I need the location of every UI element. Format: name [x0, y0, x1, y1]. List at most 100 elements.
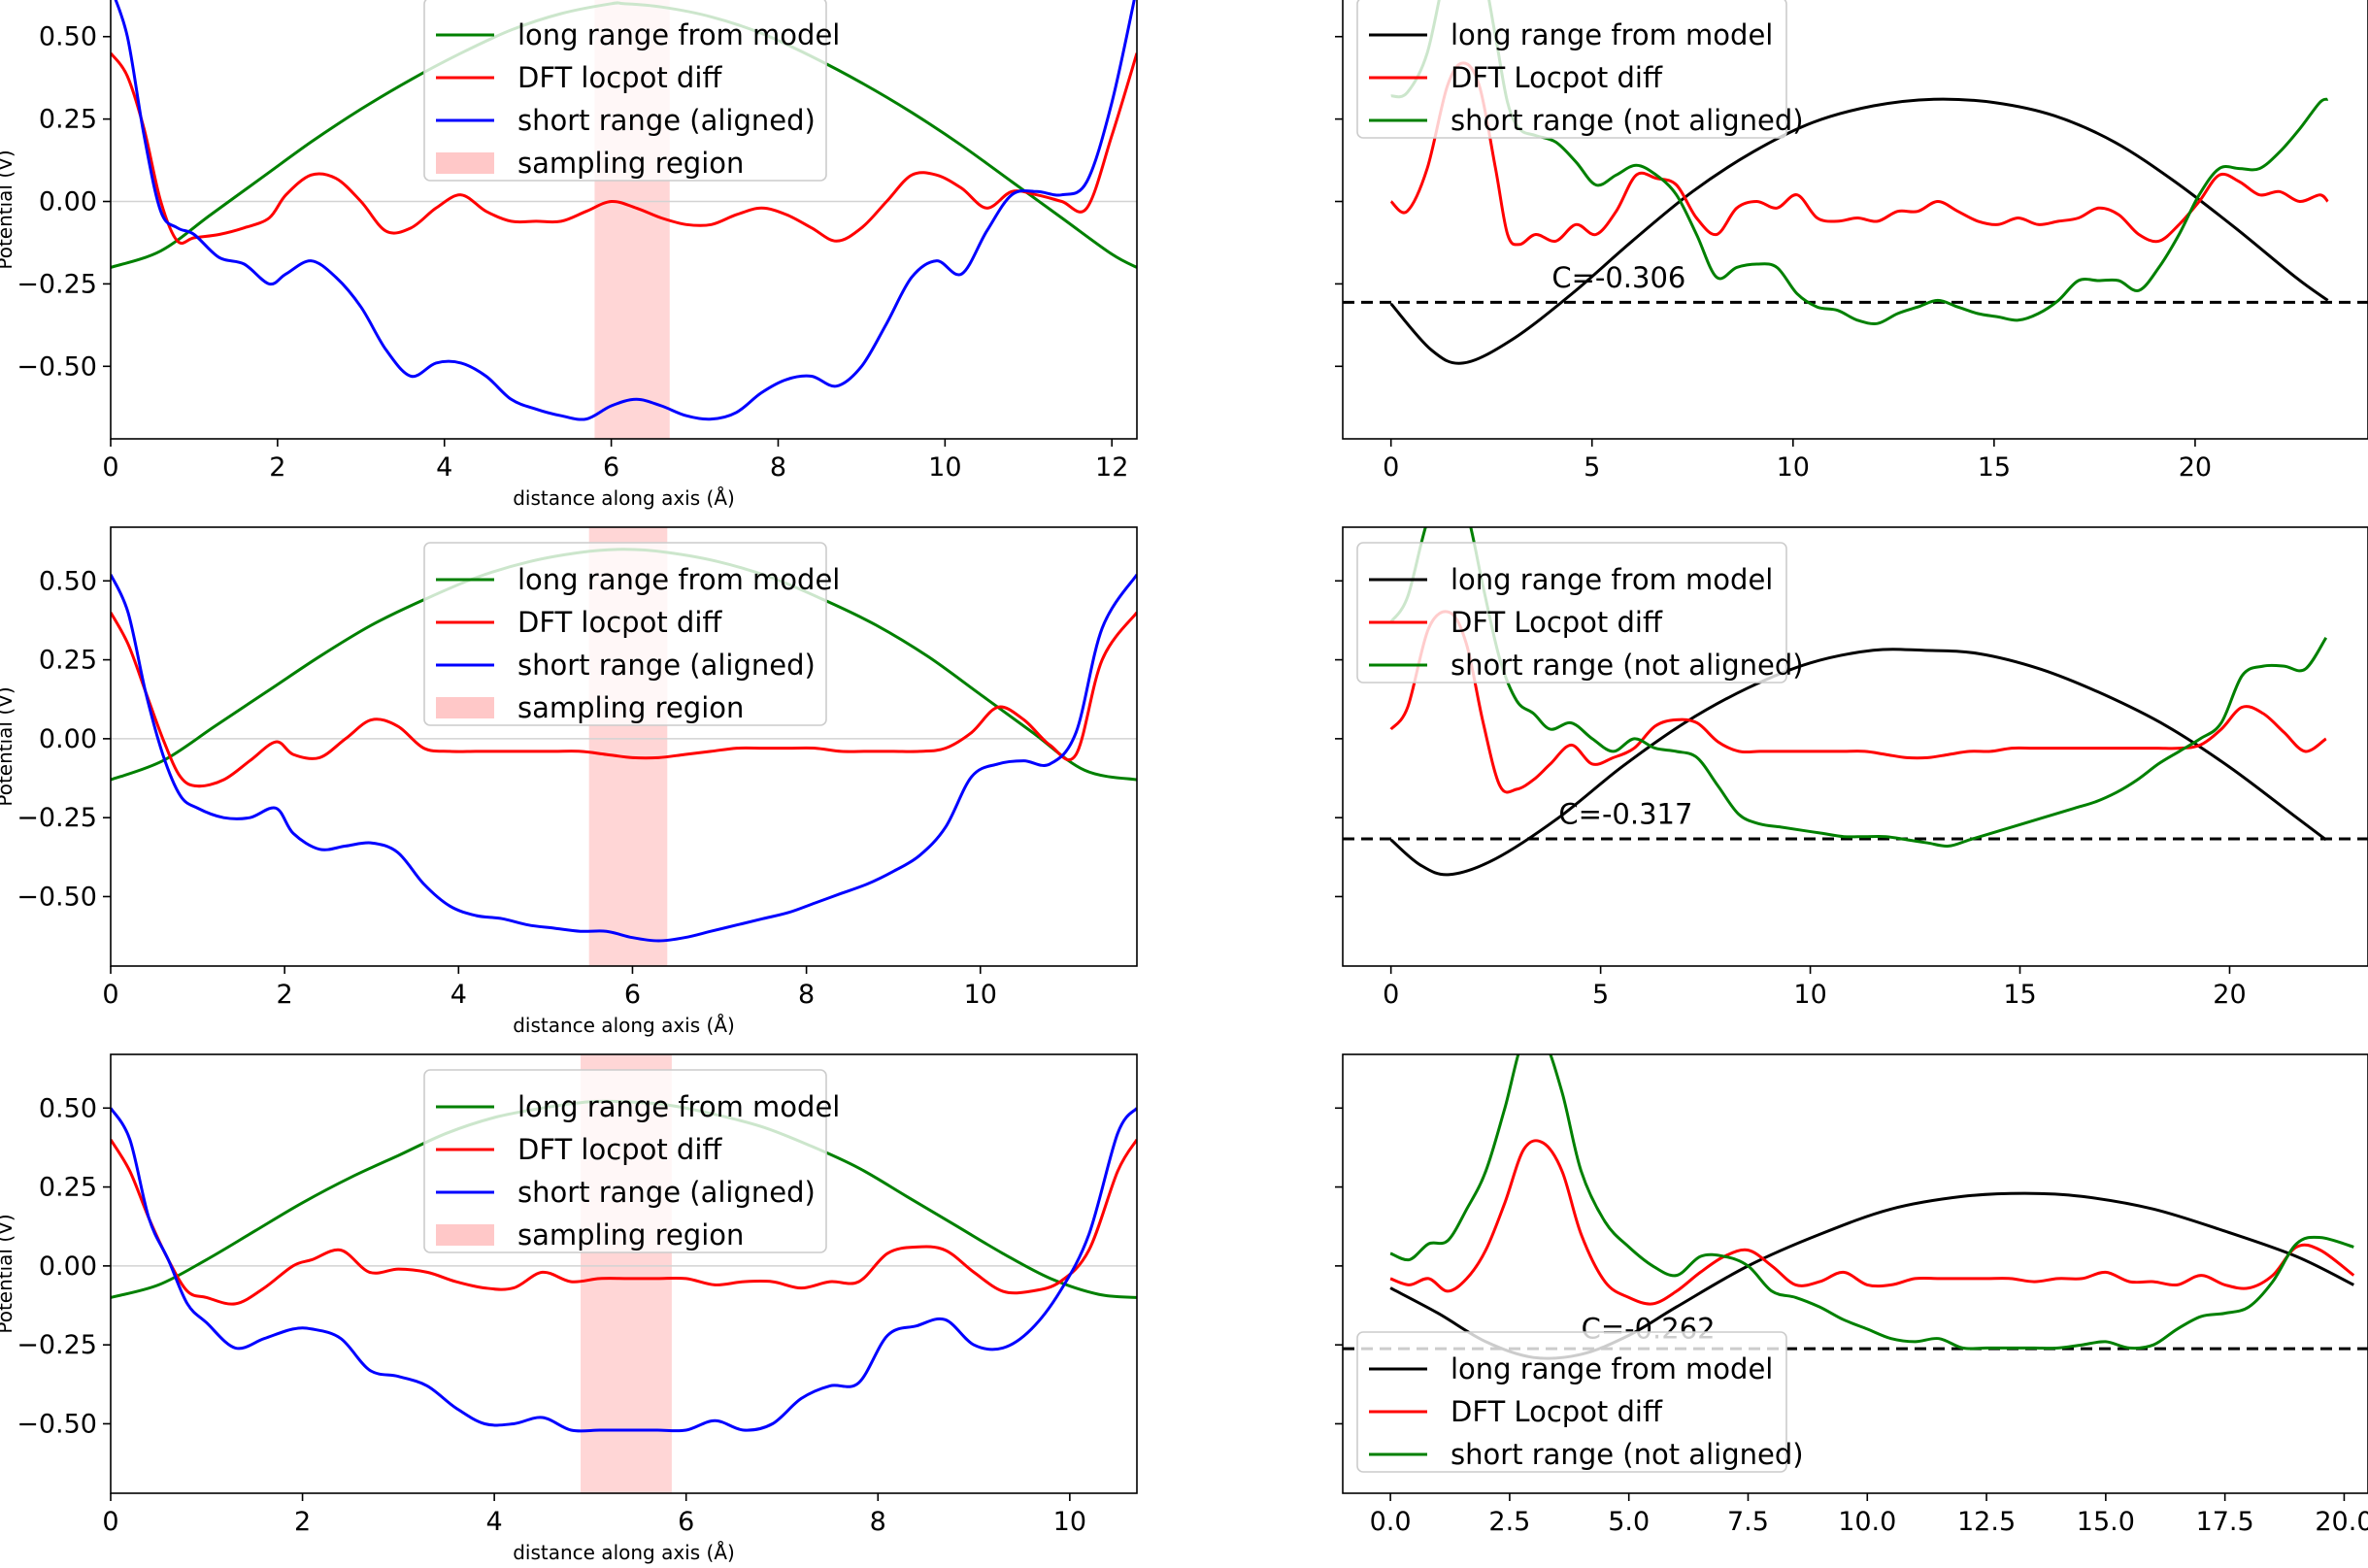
x-tick-label: 15: [1978, 452, 2011, 483]
legend-label: DFT locpot diff: [517, 1133, 722, 1166]
x-tick-label: 6: [603, 452, 619, 483]
legend-label: DFT Locpot diff: [1451, 61, 1663, 94]
x-axis-title: distance along axis (Å): [513, 486, 735, 510]
legend-label: DFT locpot diff: [517, 61, 722, 94]
axes-frame: [1342, 1053, 2368, 1494]
legend-box: [423, 1069, 827, 1253]
x-tick-label: 20.0: [2315, 1507, 2368, 1537]
legend-label: short range (aligned): [517, 104, 816, 137]
x-tick-label: 0: [1383, 452, 1399, 483]
axes-frame: [110, 526, 1138, 967]
legend-swatch: [436, 1224, 494, 1246]
y-tick-label: 0.50: [39, 566, 97, 596]
axes-frame: [110, 0, 1138, 440]
y-tick-label: −0.50: [17, 882, 97, 912]
x-tick-label: 0: [102, 1507, 118, 1537]
legend-label: long range from model: [1451, 1352, 1773, 1385]
legend-label: short range (not aligned): [1451, 104, 1804, 137]
legend-label: sampling region: [517, 1218, 744, 1251]
x-tick-label: 20: [2213, 980, 2246, 1010]
legend-label: sampling region: [517, 147, 744, 180]
legend: long range from model DFT locpot diff shor…: [423, 542, 840, 726]
legend-label: DFT Locpot diff: [1451, 606, 1663, 639]
x-tick-label: 10: [1053, 1507, 1086, 1537]
legend-label: long range from model: [1451, 18, 1773, 51]
legend-label: short range (not aligned): [1451, 1438, 1804, 1471]
legend: long range from model DFT Locpot diff shor…: [1356, 0, 1804, 139]
legend-box: [1356, 1331, 1787, 1473]
y-tick-label: 0.25: [39, 646, 97, 676]
y-tick-label: 0.00: [39, 724, 97, 754]
legend-label: short range (not aligned): [1451, 649, 1804, 682]
legend-label: long range from model: [1451, 563, 1773, 596]
series-line-short-range-aligned-: [114, 0, 1136, 421]
y-tick-label: −0.50: [17, 351, 97, 382]
series-line-short-range-aligned-: [111, 573, 1137, 943]
x-tick-label: 0: [102, 452, 118, 483]
series-line-dft-locpot-diff: [1389, 61, 2329, 247]
x-tick-label: 4: [486, 1507, 503, 1537]
x-tick-label: 10.0: [1838, 1507, 1896, 1537]
x-axis-title: distance along axis (Å): [513, 1014, 735, 1037]
legend-box: [423, 542, 827, 726]
legend-label: sampling region: [517, 691, 744, 724]
legend-box: [1356, 0, 1787, 139]
x-tick-label: 5: [1584, 452, 1600, 483]
x-tick-label: 12: [1095, 452, 1128, 483]
y-tick-label: 0.25: [39, 1173, 97, 1203]
x-tick-label: 6: [678, 1507, 694, 1537]
axes-frame: [110, 1053, 1138, 1494]
x-tick-label: 2: [277, 980, 293, 1010]
x-tick-label: 20: [2179, 452, 2212, 483]
y-tick-label: −0.25: [17, 1330, 97, 1360]
x-tick-label: 2.5: [1488, 1507, 1530, 1537]
subplot-right-row2: C=-0.317 0 5 10 15 20 long range from model DFT…: [1335, 526, 2368, 1010]
x-tick-label: 15.0: [2077, 1507, 2135, 1537]
legend-label: DFT Locpot diff: [1451, 1395, 1663, 1428]
legend: long range from model DFT Locpot diff shor…: [1356, 1331, 1804, 1473]
y-tick-label: 0.50: [39, 1093, 97, 1123]
legend-box: [423, 0, 827, 182]
C-annotation: C=-0.306: [1551, 261, 1685, 294]
x-tick-label: 0.0: [1370, 1507, 1412, 1537]
legend: long range from model DFT Locpot diff shor…: [1356, 542, 1804, 684]
y-axis-title: Potential (V): [0, 1214, 17, 1333]
x-tick-label: 8: [770, 452, 786, 483]
y-tick-label: −0.25: [17, 803, 97, 833]
x-tick-label: 2: [294, 1507, 311, 1537]
axes-frame: [1342, 526, 2368, 967]
x-tick-label: 10: [964, 980, 997, 1010]
series-line-long-range-from-model: [1389, 648, 2327, 877]
y-tick-label: 0.00: [39, 1251, 97, 1282]
series-line-dft-locpot-diff: [111, 51, 1137, 246]
x-tick-label: 10: [1777, 452, 1810, 483]
x-tick-label: 4: [436, 452, 452, 483]
legend-label: short range (aligned): [517, 649, 816, 682]
y-axis-title: Potential (V): [0, 150, 17, 269]
C-annotation: C=-0.317: [1558, 798, 1692, 831]
x-tick-label: 7.5: [1727, 1507, 1769, 1537]
subplot-right-row1: C=-0.306 0 5 10 15 20 long range from model DFT…: [1335, 0, 2368, 483]
series-line-short-range-not-aligned-: [1389, 1054, 2354, 1351]
legend-swatch: [436, 152, 494, 174]
subplot-left-row2: 0 2 4 6 8 10 0.50 0.25 0.00 −0.25 −0.50 distance al…: [0, 526, 1138, 1037]
x-tick-label: 0: [1383, 980, 1399, 1010]
series-line-dft-locpot-diff: [111, 611, 1137, 788]
x-tick-label: 6: [624, 980, 641, 1010]
plot-area: [1343, 1054, 2368, 1360]
y-tick-label: −0.50: [17, 1409, 97, 1439]
legend-label: short range (aligned): [517, 1176, 816, 1209]
x-tick-label: 8: [870, 1507, 886, 1537]
y-tick-label: −0.25: [17, 269, 97, 299]
x-tick-label: 5.0: [1608, 1507, 1650, 1537]
x-tick-label: 17.5: [2196, 1507, 2254, 1537]
series-line-short-range-not-aligned-: [1389, 527, 2328, 848]
x-tick-label: 0: [102, 980, 118, 1010]
series-line-dft-locpot-diff: [1389, 610, 2327, 794]
y-tick-label: 0.50: [39, 22, 97, 52]
x-tick-label: 2: [269, 452, 285, 483]
x-tick-label: 15: [2003, 980, 2036, 1010]
x-tick-label: 4: [450, 980, 467, 1010]
